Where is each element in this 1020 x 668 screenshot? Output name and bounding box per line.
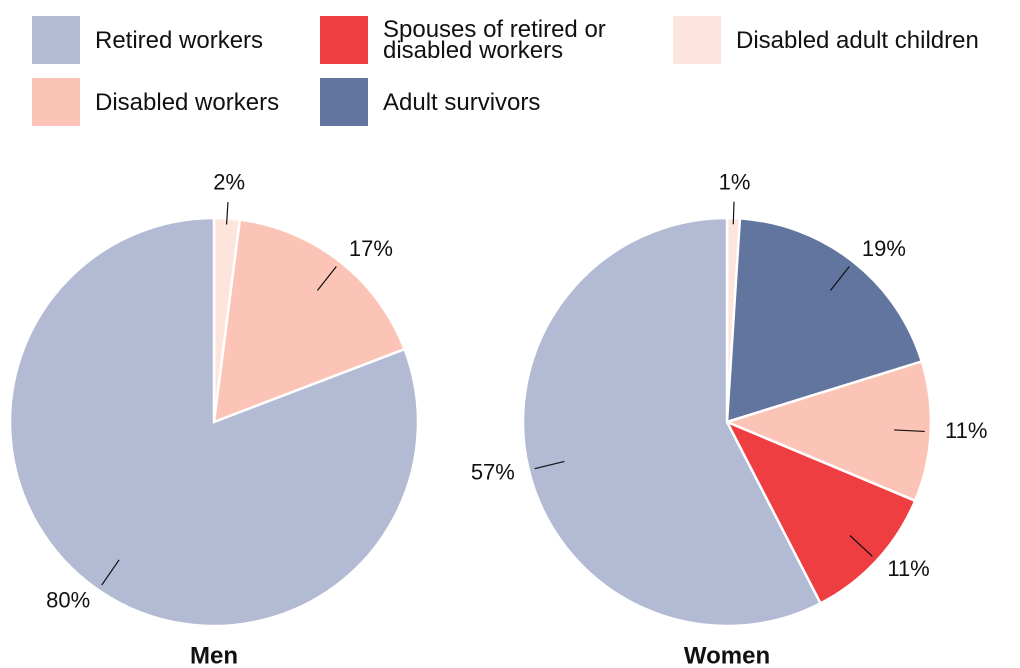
legend-label: Disabled adult children bbox=[736, 26, 979, 54]
legend-swatch bbox=[320, 16, 368, 64]
legend-label: Spouses of retired or disabled workers bbox=[383, 16, 606, 64]
legend-item: Retired workers bbox=[32, 16, 315, 64]
data-label: 1% bbox=[719, 169, 751, 194]
leader-line bbox=[894, 429, 925, 433]
legend-label: Retired workers bbox=[95, 26, 264, 54]
pie-slice bbox=[521, 216, 823, 628]
data-label: 11% bbox=[887, 556, 929, 581]
data-label: 11% bbox=[945, 418, 987, 443]
pie-slice bbox=[724, 419, 917, 606]
legend-item: Disabled adult children bbox=[673, 16, 1020, 64]
chart-title: Men bbox=[190, 642, 238, 668]
leader-line bbox=[316, 266, 337, 291]
legend-label: Disabled workers bbox=[95, 88, 280, 116]
leader-line bbox=[849, 535, 873, 557]
leader-line bbox=[534, 460, 565, 470]
data-label: 2% bbox=[213, 170, 245, 195]
pie-slice bbox=[725, 217, 924, 424]
data-label: 57% bbox=[471, 459, 515, 484]
leader-line bbox=[101, 559, 120, 586]
leader-line bbox=[225, 202, 229, 225]
leader-line bbox=[732, 201, 735, 225]
legend-swatch bbox=[32, 78, 80, 126]
chart-title: Women bbox=[684, 642, 770, 668]
legend-swatch bbox=[32, 16, 80, 64]
legend-item: Disabled workers bbox=[32, 78, 315, 126]
data-label: 19% bbox=[862, 236, 906, 261]
legend-label: Adult survivors bbox=[383, 88, 541, 116]
legend-swatch bbox=[320, 78, 368, 126]
pie-slice bbox=[212, 218, 407, 424]
legend-item: Spouses of retired or disabled workers bbox=[320, 16, 623, 64]
legend-swatch bbox=[673, 16, 721, 64]
leader-line bbox=[829, 266, 850, 291]
pie-slice bbox=[8, 216, 420, 628]
pie-slice bbox=[723, 359, 933, 503]
data-label: 80% bbox=[46, 588, 90, 613]
data-label: 17% bbox=[349, 236, 393, 261]
legend-item: Adult survivors bbox=[320, 78, 623, 126]
